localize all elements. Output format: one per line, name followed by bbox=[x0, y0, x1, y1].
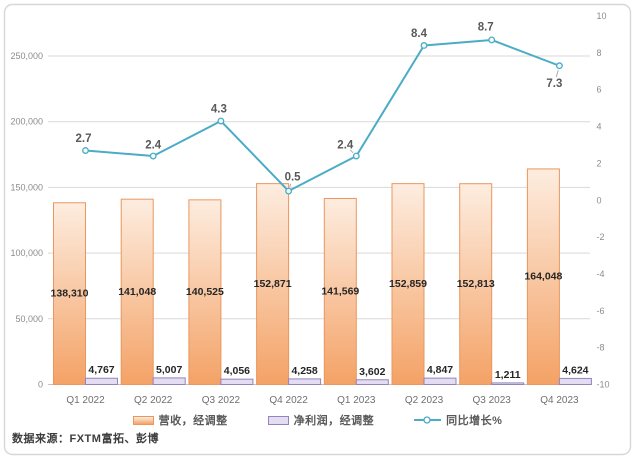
growth-value-label: 7.3 bbox=[546, 78, 562, 90]
profit-value-label: 4,258 bbox=[291, 365, 317, 377]
category-label: Q3 2023 bbox=[473, 395, 512, 406]
category-label: Q3 2022 bbox=[202, 395, 241, 406]
growth-marker bbox=[217, 117, 225, 125]
growth-marker bbox=[420, 42, 428, 49]
revenue-bar bbox=[120, 198, 154, 385]
right-axis-tick-label: 8 bbox=[597, 48, 602, 58]
category-label: Q1 2022 bbox=[66, 395, 105, 406]
left-axis-tick-label: 50,000 bbox=[15, 314, 43, 324]
profit-bar bbox=[355, 379, 389, 385]
profit-value-label: 4,847 bbox=[427, 364, 453, 376]
growth-value-label: 8.4 bbox=[411, 28, 428, 40]
profit-bar bbox=[220, 378, 254, 385]
growth-marker bbox=[82, 147, 89, 154]
category-label: Q2 2023 bbox=[405, 395, 444, 406]
growth-value-label: 2.4 bbox=[337, 140, 354, 152]
revenue-value-label: 141,048 bbox=[118, 286, 156, 298]
profit-bar bbox=[152, 377, 186, 386]
growth-marker bbox=[352, 152, 360, 160]
growth-marker bbox=[285, 187, 293, 195]
revenue-value-label: 152,813 bbox=[457, 278, 495, 290]
growth-value-label: 4.3 bbox=[211, 104, 227, 116]
profit-value-label: 4,056 bbox=[224, 365, 250, 377]
revenue-bar bbox=[53, 202, 86, 385]
growth-value-label: 0.5 bbox=[285, 172, 302, 184]
profit-bar bbox=[85, 377, 118, 386]
category-label: Q4 2023 bbox=[540, 395, 579, 406]
growth-line bbox=[84, 38, 561, 193]
right-axis-tick-label: 0 bbox=[597, 195, 602, 205]
left-axis-tick-label: 250,000 bbox=[10, 51, 43, 61]
revenue-bar bbox=[256, 183, 290, 385]
profit-bar bbox=[491, 382, 525, 386]
growth-marker bbox=[488, 36, 496, 44]
growth-value-label: 8.7 bbox=[478, 21, 494, 33]
left-axis-tick-label: 0 bbox=[38, 380, 43, 390]
profit-bar bbox=[288, 378, 322, 386]
growth-value-label: 2.7 bbox=[76, 133, 92, 145]
right-axis-tick-label: -2 bbox=[597, 232, 605, 242]
growth-marker bbox=[555, 62, 563, 70]
left-axis-tick-label: 200,000 bbox=[10, 117, 43, 127]
profit-bar bbox=[558, 377, 592, 386]
left-axis-tick-label: 150,000 bbox=[10, 182, 43, 192]
revenue-value-label: 140,525 bbox=[186, 286, 224, 298]
right-axis-tick-label: 4 bbox=[597, 122, 602, 132]
right-axis-tick-label: -4 bbox=[597, 269, 605, 279]
revenue-bar bbox=[459, 183, 493, 385]
profit-bar bbox=[423, 377, 457, 386]
profit-value-label: 1,211 bbox=[495, 369, 521, 381]
leader-line bbox=[555, 69, 559, 78]
category-label: Q1 2023 bbox=[337, 395, 376, 406]
growth-value-label: 2.4 bbox=[145, 140, 162, 152]
revenue-value-label: 138,310 bbox=[51, 288, 89, 300]
revenue-bar bbox=[391, 183, 425, 385]
profit-value-label: 4,624 bbox=[562, 364, 588, 376]
revenue-value-label: 141,569 bbox=[321, 285, 359, 297]
right-axis-tick-label: -8 bbox=[597, 343, 605, 353]
leader-line bbox=[349, 149, 354, 154]
revenue-value-label: 152,859 bbox=[389, 278, 427, 290]
leader-line bbox=[289, 183, 292, 187]
profit-value-label: 4,767 bbox=[88, 364, 114, 376]
right-axis-tick-label: -6 bbox=[597, 306, 605, 316]
source-note: 数据来源：FXTM富拓、彭博 bbox=[12, 433, 159, 445]
category-label: Q4 2022 bbox=[269, 395, 308, 406]
category-label: Q2 2022 bbox=[134, 395, 173, 406]
revenue-bar bbox=[188, 199, 222, 385]
right-axis-tick-label: -10 bbox=[597, 380, 610, 390]
right-axis-tick-label: 6 bbox=[597, 85, 602, 95]
right-axis-tick-label: 2 bbox=[597, 158, 602, 168]
right-axis-tick-label: 10 bbox=[597, 11, 607, 21]
revenue-bar bbox=[323, 197, 357, 385]
growth-marker bbox=[149, 152, 157, 160]
revenue-value-label: 164,048 bbox=[524, 271, 562, 283]
revenue-bar bbox=[526, 168, 560, 385]
profit-value-label: 5,007 bbox=[156, 364, 182, 376]
left-axis-tick-label: 100,000 bbox=[10, 248, 43, 258]
profit-value-label: 3,602 bbox=[359, 366, 385, 378]
revenue-value-label: 152,871 bbox=[254, 278, 292, 290]
